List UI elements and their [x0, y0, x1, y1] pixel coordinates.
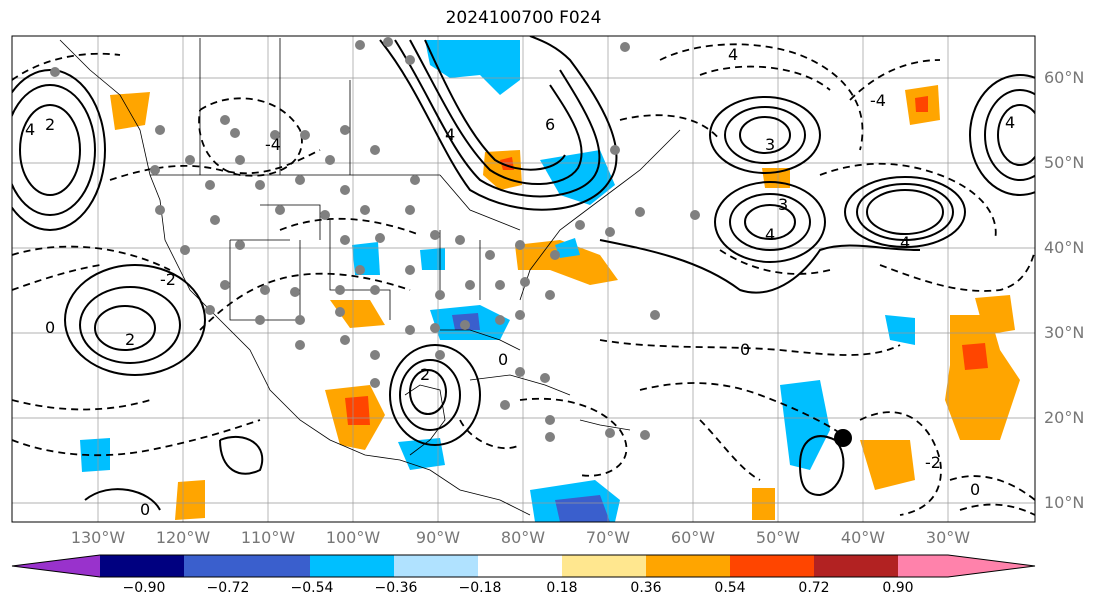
lat-label: 60°N	[1044, 68, 1085, 87]
contour-label: -4	[265, 135, 281, 154]
lat-label: 40°N	[1044, 238, 1085, 257]
lon-label: 50°W	[755, 528, 801, 547]
colorbar-segment	[12, 555, 100, 577]
chart-title: 2024100700 F024	[445, 8, 602, 28]
contour-label: 0	[740, 340, 750, 359]
colorbar-tick-label: −0.36	[374, 580, 418, 596]
contour-label: 4	[765, 225, 775, 244]
colorbar-segment	[268, 555, 310, 577]
lon-label: 80°W	[500, 528, 546, 547]
coastlines	[59, 38, 681, 516]
lat-label: 20°N	[1044, 408, 1085, 427]
colorbar-segment	[184, 555, 268, 577]
colorbar-tick-label: 0.72	[798, 580, 830, 596]
contour-label: 3	[765, 135, 775, 154]
contour-label: 2	[45, 115, 55, 134]
contour-label-group: 4 2 -2 2 0 -4 6 4 3 3 4 4 4 -4 4 0 2 0 0…	[25, 45, 1015, 519]
lon-label: 110°W	[240, 528, 296, 547]
colorbar-segment	[730, 555, 814, 577]
contour-label: 3	[778, 195, 788, 214]
station-dots	[50, 37, 700, 442]
lon-label: 30°W	[925, 528, 971, 547]
colorbar-segment	[562, 555, 646, 577]
colorbar-segment	[100, 555, 184, 577]
lat-label: 50°N	[1044, 153, 1085, 172]
colorbar-tick-label: −0.18	[458, 580, 502, 596]
lon-label: 120°W	[155, 528, 211, 547]
contour-label: -4	[870, 91, 886, 110]
colorbar-tick-label: −0.54	[290, 580, 334, 596]
lon-label: 100°W	[325, 528, 381, 547]
colorbar-segment	[814, 555, 898, 577]
colorbar-segment	[478, 555, 562, 577]
colorbar-segment	[646, 555, 730, 577]
colorbar-segment	[310, 555, 394, 577]
colorbar-tick-label: 0.54	[714, 580, 746, 596]
lon-label: 70°W	[585, 528, 631, 547]
contour-label: 6	[545, 115, 555, 134]
lat-label: 10°N	[1044, 493, 1085, 512]
contour-label: 2	[125, 330, 135, 349]
dashed-contours	[12, 43, 1035, 516]
storm-marker	[834, 429, 852, 447]
colorbar	[11, 554, 1036, 578]
contour-label: 0	[140, 500, 150, 519]
colorbar-tick-label: 0.36	[630, 580, 662, 596]
contour-label: -2	[925, 453, 941, 472]
contour-label: 2	[420, 365, 430, 384]
contour-label: 4	[1005, 113, 1015, 132]
contour-label: 0	[498, 350, 508, 369]
colorbar-segment	[948, 555, 1035, 577]
lon-label: 60°W	[670, 528, 716, 547]
contour-label: 4	[25, 120, 35, 139]
contour-label: -2	[160, 270, 176, 289]
colorbar-tick-label: 0.18	[546, 580, 578, 596]
solid-contours	[12, 36, 1035, 511]
colorbar-tick-label: −0.72	[206, 580, 250, 596]
lon-label: 130°W	[70, 528, 126, 547]
contour-label: 0	[970, 480, 980, 499]
colorbar-outline	[11, 554, 1036, 578]
map-frame	[11, 35, 1036, 523]
colorbar-segment	[898, 555, 948, 577]
contour-label: 4	[728, 45, 738, 64]
lon-label: 40°W	[840, 528, 886, 547]
contour-label: 0	[45, 318, 55, 337]
contour-label: 4	[445, 125, 455, 144]
lat-label: 30°N	[1044, 323, 1085, 342]
colorbar-tick-label: −0.90	[122, 580, 166, 596]
colorbar-segment	[394, 555, 478, 577]
contour-label: 4	[900, 233, 910, 252]
colorbar-tick-label: 0.90	[882, 580, 914, 596]
lon-label: 90°W	[415, 528, 461, 547]
shaded-regions	[80, 40, 1020, 522]
